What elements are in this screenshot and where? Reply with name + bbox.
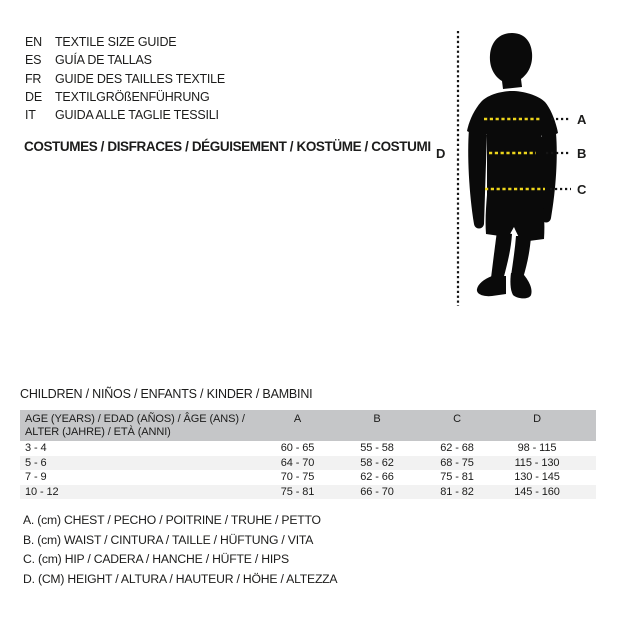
size-table-header: AGE (YEARS) / EDAD (AÑOS) / ÂGE (ANS) / … <box>20 410 596 441</box>
footnote-waist: B. (cm) WAIST / CINTURA / TAILLE / HÜFTU… <box>23 532 314 547</box>
measurement-footnotes: A. (cm) CHEST / PECHO / POITRINE / TRUHE… <box>23 511 338 589</box>
language-title: TEXTILE SIZE GUIDE <box>55 35 177 50</box>
age-column-header: AGE (YEARS) / EDAD (AÑOS) / ÂGE (ANS) / … <box>20 413 258 442</box>
footnote-chest: A. (cm) CHEST / PECHO / POITRINE / TRUHE… <box>23 513 321 527</box>
column-header-b: B <box>373 412 381 425</box>
language-code: IT <box>25 108 36 123</box>
table-row: 10 - 12 75 - 81 66 - 70 81 - 82 145 - 16… <box>20 484 596 499</box>
hip-cell: 62 - 68 <box>440 442 474 454</box>
column-header-c: C <box>453 412 461 425</box>
waist-cell: 66 - 70 <box>360 485 394 498</box>
child-silhouette-figure <box>456 31 571 306</box>
language-code: DE <box>25 90 42 105</box>
category-title: COSTUMES / DISFRACES / DÉGUISEMENT / KOS… <box>24 139 431 154</box>
chest-cell: 75 - 81 <box>280 485 315 498</box>
measure-label-a: A <box>577 112 587 127</box>
size-table: AGE (YEARS) / EDAD (AÑOS) / ÂGE (ANS) / … <box>20 410 596 499</box>
waist-cell: 62 - 66 <box>360 471 394 483</box>
measure-label-b: B <box>577 146 587 161</box>
height-cell: 145 - 160 <box>514 485 560 498</box>
language-row: EN TEXTILE SIZE GUIDE <box>25 33 225 51</box>
language-title: GUIDE DES TAILLES TEXTILE <box>55 71 226 86</box>
height-cell: 98 - 115 <box>517 442 557 454</box>
height-cell: 130 - 145 <box>514 471 560 483</box>
language-row: FR GUIDE DES TAILLES TEXTILE <box>25 70 225 88</box>
chest-cell: 70 - 75 <box>280 471 315 483</box>
column-header-a: A <box>293 412 302 425</box>
language-list: EN TEXTILE SIZE GUIDE ES GUÍA DE TALLAS … <box>25 33 225 124</box>
language-title: GUIDA ALLE TAGLIE TESSILI <box>55 108 219 123</box>
measure-label-d: D <box>436 146 446 161</box>
child-silhouette-icon <box>467 33 558 299</box>
column-header-d: D <box>533 412 541 425</box>
age-cell: 10 - 12 <box>25 485 59 498</box>
table-row: 3 - 4 60 - 65 55 - 58 62 - 68 98 - 115 <box>20 441 596 456</box>
language-row: ES GUÍA DE TALLAS <box>25 51 225 69</box>
section-title-children: CHILDREN / NIÑOS / ENFANTS / KINDER / BA… <box>20 387 313 401</box>
language-code: FR <box>25 71 42 86</box>
footnote-height: D. (CM) HEIGHT / ALTURA / HAUTEUR / HÖHE… <box>23 571 338 586</box>
age-cell: 7 - 9 <box>25 471 47 483</box>
language-title: GUÍA DE TALLAS <box>55 53 152 68</box>
age-header-line1: AGE (YEARS) / EDAD (AÑOS) / ÂGE (ANS) / <box>25 412 245 425</box>
hip-cell: 81 - 82 <box>440 485 474 498</box>
hip-cell: 68 - 75 <box>440 456 474 469</box>
header-filler <box>577 413 596 442</box>
language-code: EN <box>25 35 42 50</box>
waist-cell: 55 - 58 <box>360 442 394 454</box>
hip-cell: 75 - 81 <box>440 471 474 483</box>
language-row: DE TEXTILGRÖßENFÜHRUNG <box>25 88 225 106</box>
table-row: 5 - 6 64 - 70 58 - 62 68 - 75 115 - 130 <box>20 455 596 470</box>
table-row: 7 - 9 70 - 75 62 - 66 75 - 81 130 - 145 <box>20 470 596 485</box>
age-header-line2: ALTER (JAHRE) / ETÀ (ANNI) <box>25 425 171 438</box>
chest-cell: 60 - 65 <box>280 442 315 454</box>
age-cell: 3 - 4 <box>25 442 47 454</box>
waist-cell: 58 - 62 <box>360 456 394 469</box>
age-cell: 5 - 6 <box>25 456 47 469</box>
chest-cell: 64 - 70 <box>280 456 315 469</box>
language-row: IT GUIDA ALLE TAGLIE TESSILI <box>25 106 225 124</box>
footnote-hip: C. (cm) HIP / CADERA / HANCHE / HÜFTE / … <box>23 552 289 566</box>
measure-label-c: C <box>577 182 587 197</box>
language-title: TEXTILGRÖßENFÜHRUNG <box>55 90 210 105</box>
height-cell: 115 - 130 <box>514 456 560 469</box>
language-code: ES <box>25 53 42 68</box>
